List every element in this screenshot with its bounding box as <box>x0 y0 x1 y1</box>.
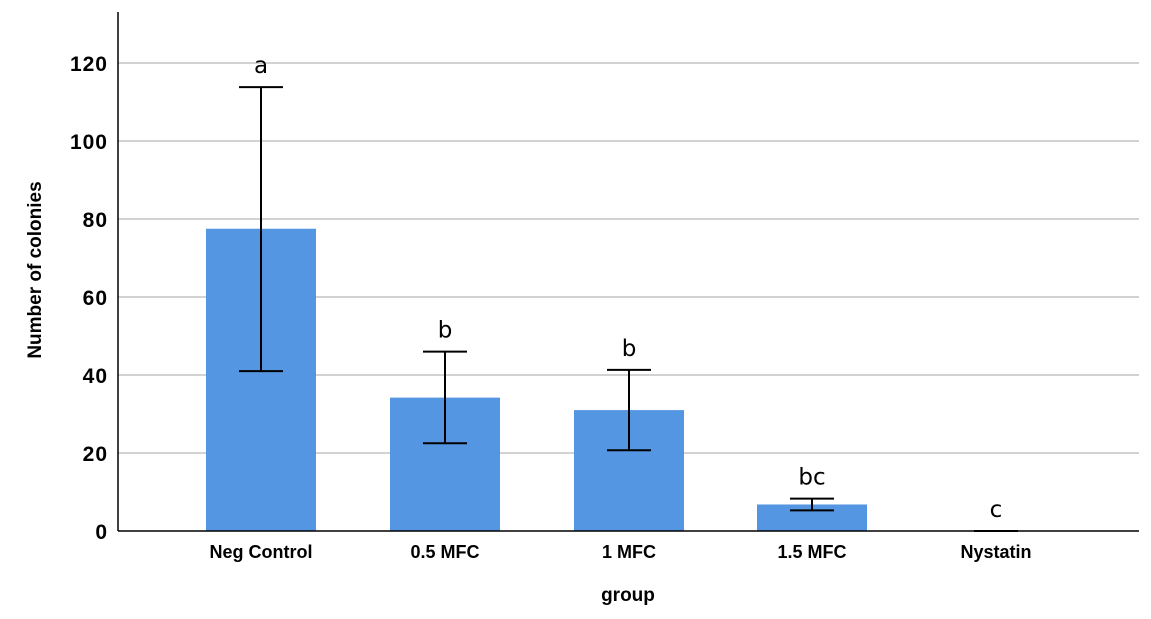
x-tick-label: 0.5 MFC <box>410 542 479 562</box>
significance-label: a <box>254 53 268 79</box>
significance-label: c <box>990 497 1003 523</box>
significance-labels: a b b bc c <box>254 53 1002 523</box>
y-tick-label: 100 <box>70 131 108 154</box>
y-tick-label: 20 <box>83 443 108 466</box>
y-tick-labels: 0 20 40 60 80 100 120 <box>70 53 108 544</box>
x-tick-label: Nystatin <box>960 542 1031 562</box>
x-tick-label: Neg Control <box>210 542 313 562</box>
y-tick-label: 60 <box>83 287 108 310</box>
x-tick-labels: Neg Control 0.5 MFC 1 MFC 1.5 MFC Nystatin <box>210 542 1032 562</box>
y-tick-label: 80 <box>83 209 108 232</box>
axes <box>117 12 1139 532</box>
y-tick-label: 40 <box>83 365 108 388</box>
x-axis-title: group <box>601 585 655 606</box>
x-tick-label: 1 MFC <box>602 542 656 562</box>
significance-label: bc <box>798 465 825 491</box>
x-tick-label: 1.5 MFC <box>777 542 846 562</box>
significance-label: b <box>622 336 637 362</box>
y-tick-label: 0 <box>95 521 108 544</box>
y-axis-title: Number of colonies <box>25 181 46 358</box>
bars <box>206 228 867 531</box>
significance-label: b <box>438 318 453 344</box>
y-tick-label: 120 <box>70 53 108 76</box>
